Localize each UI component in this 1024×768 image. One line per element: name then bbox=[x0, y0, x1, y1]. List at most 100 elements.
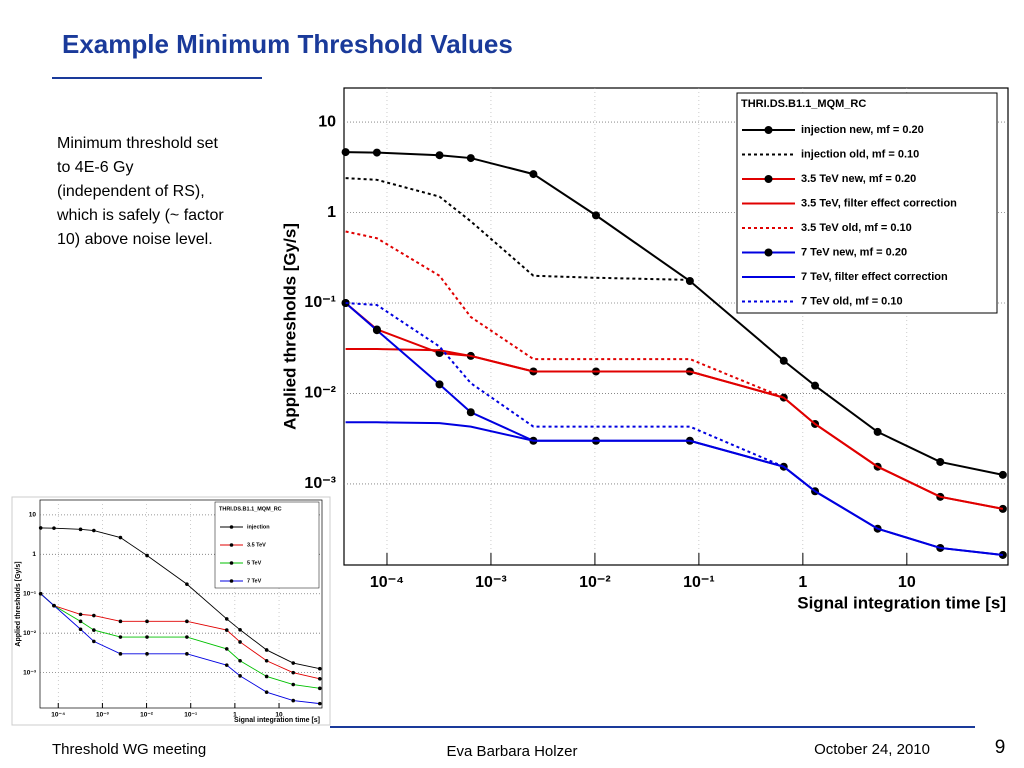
y-tick-label: 10⁻³ bbox=[304, 475, 336, 492]
x-tick-label: 10⁻² bbox=[579, 574, 611, 591]
data-point bbox=[224, 617, 229, 621]
legend-label: 7 TeV old, mf = 0.10 bbox=[801, 295, 903, 307]
legend-label: 3.5 TeV new, mf = 0.20 bbox=[801, 173, 916, 185]
series-line bbox=[345, 301, 785, 468]
data-point bbox=[52, 603, 56, 608]
series-line bbox=[345, 421, 1003, 556]
data-point bbox=[685, 277, 694, 286]
data-point bbox=[224, 628, 229, 632]
plot-frame bbox=[39, 499, 323, 709]
data-point bbox=[118, 535, 123, 540]
series-line bbox=[344, 302, 1003, 556]
legend-label: 7 TeV bbox=[247, 578, 262, 584]
legend-marker bbox=[764, 248, 773, 257]
series-line bbox=[40, 593, 320, 705]
data-point bbox=[224, 647, 229, 651]
data-point bbox=[291, 670, 296, 675]
data-point bbox=[118, 635, 123, 639]
legend-label: 5 TeV bbox=[247, 560, 262, 566]
data-point bbox=[92, 639, 96, 644]
data-point bbox=[52, 526, 56, 530]
legend-marker bbox=[764, 126, 773, 134]
y-tick-label: 10⁻³ bbox=[23, 669, 37, 676]
data-point bbox=[224, 663, 229, 667]
data-point bbox=[341, 148, 350, 157]
data-point bbox=[118, 652, 123, 656]
x-tick-label: 10⁻² bbox=[140, 712, 154, 719]
data-point bbox=[811, 381, 820, 390]
footer-right: October 24, 2010 bbox=[814, 741, 930, 758]
x-axis-label: Signal integration time [s] bbox=[797, 593, 1006, 612]
data-point bbox=[998, 470, 1007, 479]
y-tick-label: 1 bbox=[327, 204, 336, 221]
data-point bbox=[92, 613, 96, 618]
data-point bbox=[185, 652, 189, 656]
legend-marker bbox=[229, 561, 234, 565]
data-point bbox=[145, 635, 149, 639]
series-line bbox=[40, 593, 320, 689]
legend-label: 3.5 TeV bbox=[247, 542, 266, 548]
data-point bbox=[185, 619, 189, 624]
data-point bbox=[264, 674, 269, 679]
data-point bbox=[372, 326, 381, 335]
legend-label: injection old, mf = 0.10 bbox=[801, 148, 919, 160]
data-point bbox=[185, 635, 189, 639]
data-point bbox=[78, 527, 83, 532]
data-point bbox=[318, 666, 322, 671]
data-point bbox=[779, 356, 788, 365]
data-point bbox=[291, 698, 296, 703]
data-point bbox=[238, 627, 242, 632]
x-tick-label: 10⁻³ bbox=[96, 712, 110, 719]
data-point bbox=[185, 582, 189, 586]
legend-title: THRI.DS.B1.1_MQM_RC bbox=[741, 98, 866, 110]
y-tick-label: 10⁻² bbox=[23, 630, 37, 637]
x-tick-label: 10 bbox=[898, 574, 916, 591]
data-point bbox=[145, 652, 149, 656]
data-point bbox=[145, 553, 149, 558]
y-tick-label: 10 bbox=[318, 113, 336, 130]
data-point bbox=[238, 674, 242, 678]
series-line bbox=[40, 593, 320, 680]
series-line bbox=[345, 348, 1004, 510]
data-point bbox=[372, 148, 381, 157]
y-tick-label: 10⁻² bbox=[304, 385, 336, 402]
legend-marker bbox=[229, 579, 234, 583]
series-line bbox=[345, 151, 1004, 476]
data-point bbox=[78, 612, 83, 617]
legend-label: 3.5 TeV, filter effect correction bbox=[801, 197, 957, 209]
legend-marker bbox=[764, 175, 773, 183]
data-point bbox=[466, 154, 475, 163]
data-point bbox=[873, 427, 882, 436]
data-point bbox=[435, 380, 444, 389]
data-point bbox=[318, 686, 322, 691]
legend-label: injection new, mf = 0.20 bbox=[801, 124, 924, 136]
data-point bbox=[78, 619, 83, 624]
y-tick-label: 10 bbox=[29, 512, 37, 519]
x-tick-label: 10⁻¹ bbox=[683, 574, 715, 591]
x-tick-label: 10⁻⁴ bbox=[370, 574, 404, 591]
legend-marker bbox=[229, 525, 234, 529]
data-point bbox=[318, 676, 322, 681]
data-point bbox=[92, 628, 96, 632]
data-point bbox=[936, 457, 945, 466]
data-point bbox=[264, 658, 269, 663]
data-point bbox=[264, 690, 269, 694]
legend-marker bbox=[229, 543, 234, 547]
data-point bbox=[529, 170, 538, 179]
data-point bbox=[145, 619, 149, 624]
y-tick-label: 10⁻¹ bbox=[23, 590, 36, 597]
x-tick-label: 1 bbox=[798, 574, 807, 591]
data-point bbox=[92, 528, 96, 533]
footer-center: Eva Barbara Holzer bbox=[447, 743, 578, 760]
y-axis-label: Applied thresholds [Gy/s] bbox=[280, 223, 299, 430]
data-point bbox=[435, 151, 444, 160]
legend-title: THRI.DS.B1.1_MQM_RC bbox=[219, 506, 282, 512]
legend-label: 7 TeV, filter effect correction bbox=[801, 271, 948, 283]
data-point bbox=[38, 526, 43, 530]
data-point bbox=[78, 627, 83, 632]
data-point bbox=[264, 648, 269, 652]
data-point bbox=[118, 619, 123, 624]
legend-label: 7 TeV new, mf = 0.20 bbox=[801, 246, 907, 258]
